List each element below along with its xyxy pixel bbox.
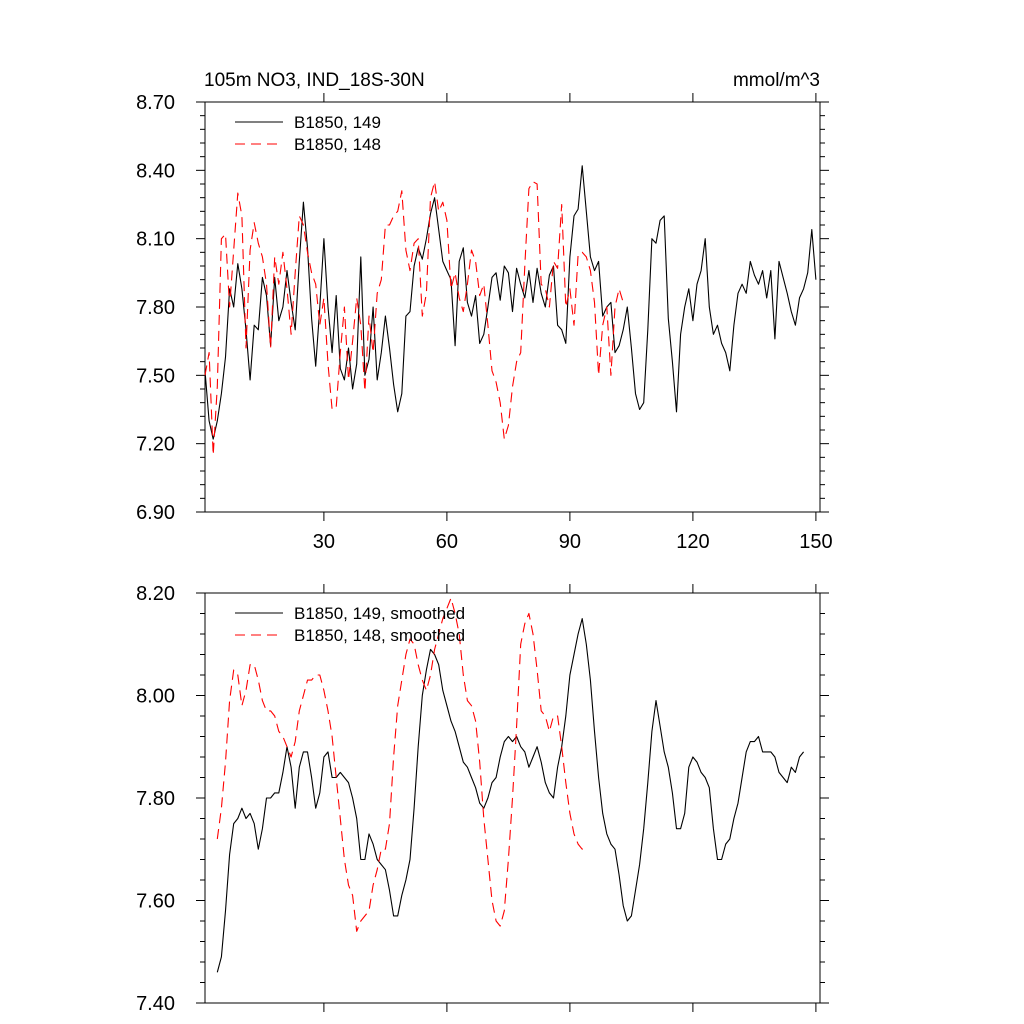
top-series-group [204, 165, 817, 456]
top-y-tick-label: 7.20 [136, 434, 175, 456]
top-series-line-149 [204, 165, 817, 440]
bottom-y-tick-label: 8.20 [136, 583, 175, 605]
top-y-tick-label: 7.50 [136, 365, 175, 387]
top-y-tick-label: 6.90 [136, 502, 175, 524]
top-legend-label-148: B1850, 148 [294, 135, 381, 154]
top-chart-title: 105m NO3, IND_18S-30N [204, 70, 425, 91]
bottom-y-tick-label: 7.80 [136, 788, 175, 810]
bottom-panel: 7.40 7.60 7.80 8.00 8.20 B1850, 149, smoothe… [136, 583, 829, 1015]
top-panel: 30 60 90 120 150 6.90 7.20 7.50 7.80 8.10 8.40 8.7… [136, 70, 833, 553]
top-x-tick-label: 30 [313, 531, 335, 553]
top-y-tick-label: 8.40 [136, 160, 175, 182]
bottom-legend-label-149: B1850, 149, smoothed [294, 604, 465, 623]
top-series-line-148 [204, 181, 624, 456]
bottom-y-tick-label: 7.40 [136, 993, 175, 1015]
bottom-y-tick-label: 8.00 [136, 686, 175, 708]
top-y-tick-label: 8.70 [136, 92, 175, 114]
top-y-tick-label: 7.80 [136, 297, 175, 319]
top-y-ticks: 6.90 7.20 7.50 7.80 8.10 8.40 8.70 [136, 92, 829, 524]
bottom-series-line-149 [216, 618, 805, 973]
top-chart-units: mmol/m^3 [733, 70, 820, 91]
bottom-x-ticks [323, 584, 817, 1012]
top-x-ticks: 30 60 90 120 150 [313, 93, 833, 553]
top-x-tick-label: 150 [799, 531, 832, 553]
bottom-legend: B1850, 149, smoothed B1850, 148, smoothe… [235, 604, 465, 645]
top-legend: B1850, 149 B1850, 148 [235, 113, 381, 154]
bottom-series-line-148 [216, 597, 587, 932]
bottom-y-tick-label: 7.60 [136, 891, 175, 913]
top-x-tick-label: 90 [559, 531, 581, 553]
top-y-tick-label: 8.10 [136, 229, 175, 251]
bottom-series-group [216, 597, 805, 973]
top-x-tick-label: 120 [676, 531, 709, 553]
top-x-tick-label: 60 [436, 531, 458, 553]
top-legend-label-149: B1850, 149 [294, 113, 381, 132]
bottom-legend-label-148: B1850, 148, smoothed [294, 626, 465, 645]
bottom-y-ticks: 7.40 7.60 7.80 8.00 8.20 [136, 583, 829, 1015]
